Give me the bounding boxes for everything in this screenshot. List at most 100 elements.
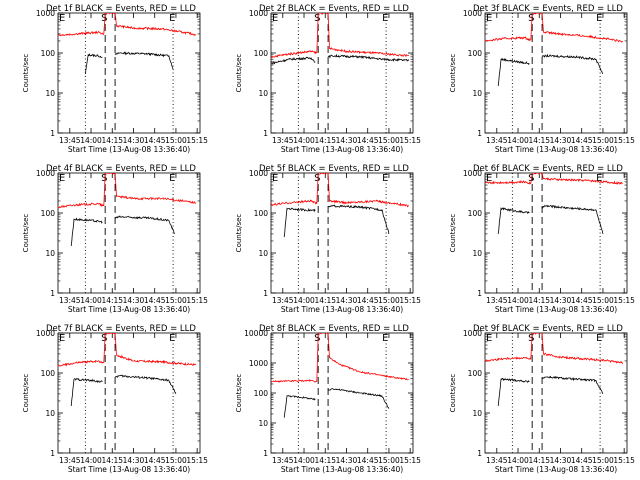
x-tick-label: 13:45	[59, 456, 81, 465]
x-tick-label: 15:00	[378, 456, 400, 465]
y-tick-label: 1	[50, 449, 55, 458]
corner-marker-label: E	[272, 173, 278, 184]
x-tick-label: 13:45	[59, 296, 81, 305]
lld-series-line	[271, 49, 317, 59]
x-tick-label: 14:15	[528, 136, 550, 145]
y-tick-label: 1	[263, 449, 268, 458]
x-tick-label: 14:15	[314, 296, 336, 305]
y-tick-label: 100	[41, 49, 56, 58]
chart-title: Det 3f BLACK = Events, RED = LLD	[473, 4, 623, 14]
events-series-line	[70, 377, 103, 407]
x-axis-label: Start Time (13-Aug-08 13:36:40)	[281, 145, 403, 154]
chart-panel: Det 4f BLACK = Events, RED = LLD 1 10 100 10…	[22, 164, 208, 314]
lld-series-line	[58, 30, 105, 37]
time-marker-label: E	[382, 173, 388, 184]
chart-panel: Det 9f BLACK = Events, RED = LLD 1 10 100 10…	[449, 324, 635, 474]
y-tick-label: 10	[45, 89, 55, 98]
x-axis-label: Start Time (13-Aug-08 13:36:40)	[281, 465, 403, 474]
x-axis-label: Start Time (13-Aug-08 13:36:40)	[495, 145, 617, 154]
chart-panel: Det 8f BLACK = Events, RED = LLD 1 10 100 10…	[235, 324, 421, 474]
y-tick-label: 1000	[463, 9, 482, 18]
x-tick-label: 15:15	[186, 296, 208, 305]
y-tick-label: 1	[263, 289, 268, 298]
x-tick-label: 14:00	[293, 456, 315, 465]
x-tick-label: 13:45	[486, 136, 508, 145]
corner-marker-label: E	[486, 13, 492, 24]
x-tick-label: 15:00	[378, 296, 400, 305]
x-tick-label: 14:45	[357, 296, 379, 305]
lld-series-line	[541, 333, 624, 365]
x-tick-label: 14:30	[336, 456, 358, 465]
y-tick-label: 100	[254, 389, 269, 398]
x-tick-label: 15:15	[613, 296, 635, 305]
lld-series-line	[327, 333, 409, 381]
chart-title: Det 7f BLACK = Events, RED = LLD	[46, 324, 196, 334]
x-tick-label: 14:00	[80, 296, 102, 305]
lld-series-line	[327, 13, 410, 58]
y-axis-label: Counts/sec	[235, 374, 243, 413]
x-tick-label: 15:15	[186, 136, 208, 145]
x-tick-label: 14:15	[528, 456, 550, 465]
y-tick-label: 10	[258, 89, 268, 98]
x-tick-label: 14:45	[571, 456, 593, 465]
x-tick-label: 14:00	[293, 296, 315, 305]
x-tick-label: 13:45	[486, 296, 508, 305]
events-series-line	[541, 204, 604, 234]
time-marker-label: E	[169, 333, 175, 344]
lld-series-line	[114, 333, 197, 367]
x-tick-label: 14:00	[80, 456, 102, 465]
lld-series-line	[485, 180, 532, 185]
x-axis-label: Start Time (13-Aug-08 13:36:40)	[495, 465, 617, 474]
lld-series-line	[271, 199, 318, 207]
lld-series-line	[103, 333, 116, 363]
x-tick-label: 15:15	[399, 296, 421, 305]
events-series-line	[327, 388, 390, 409]
y-tick-label: 10000	[244, 329, 268, 338]
events-series-line	[271, 56, 316, 65]
lld-series-line	[103, 173, 116, 207]
time-marker-label: E	[596, 173, 602, 184]
y-axis-label: Counts/sec	[22, 54, 30, 93]
lld-series-line	[327, 173, 409, 208]
time-marker-label: E	[169, 173, 175, 184]
chart-title: Det 1f BLACK = Events, RED = LLD	[46, 4, 196, 14]
corner-marker-label: E	[486, 333, 492, 344]
time-marker-label: S	[101, 333, 107, 344]
y-axis-label: Counts/sec	[235, 214, 243, 253]
events-series-line	[541, 53, 604, 75]
x-tick-label: 14:00	[80, 136, 102, 145]
x-tick-label: 14:00	[507, 136, 529, 145]
y-tick-label: 1	[263, 129, 268, 138]
y-tick-label: 1	[50, 289, 55, 298]
plot-frame	[270, 332, 414, 454]
x-axis-label: Start Time (13-Aug-08 13:36:40)	[495, 305, 617, 314]
y-tick-label: 100	[41, 369, 56, 378]
y-tick-label: 100	[468, 209, 483, 218]
x-tick-label: 15:15	[613, 136, 635, 145]
x-tick-label: 14:30	[550, 136, 572, 145]
chart-title: Det 5f BLACK = Events, RED = LLD	[259, 164, 409, 174]
plot-frame	[484, 172, 628, 294]
plot-frame	[57, 172, 201, 294]
plot-frame	[484, 12, 628, 134]
x-tick-label: 15:15	[613, 456, 635, 465]
lld-series-line	[58, 202, 105, 209]
time-marker-label: S	[101, 173, 107, 184]
y-tick-label: 1	[50, 129, 55, 138]
chart-panel: Det 7f BLACK = Events, RED = LLD 1 10 100 10…	[22, 324, 208, 474]
x-tick-label: 14:45	[571, 136, 593, 145]
x-tick-label: 14:45	[357, 456, 379, 465]
lld-series-line	[316, 173, 329, 204]
events-series-line	[85, 53, 103, 74]
x-axis-label: Start Time (13-Aug-08 13:36:40)	[68, 305, 190, 314]
chart-panel: Det 3f BLACK = Events, RED = LLD 1 10 100 10…	[449, 4, 635, 154]
lld-series-line	[103, 13, 116, 34]
x-tick-label: 15:00	[592, 456, 614, 465]
y-tick-label: 1000	[36, 9, 55, 18]
x-tick-label: 14:00	[507, 296, 529, 305]
chart-panel: Det 6f BLACK = Events, RED = LLD 1 10 100 10…	[449, 164, 635, 314]
corner-marker-label: E	[59, 333, 65, 344]
x-tick-label: 15:00	[592, 136, 614, 145]
plot-frame	[484, 332, 628, 454]
